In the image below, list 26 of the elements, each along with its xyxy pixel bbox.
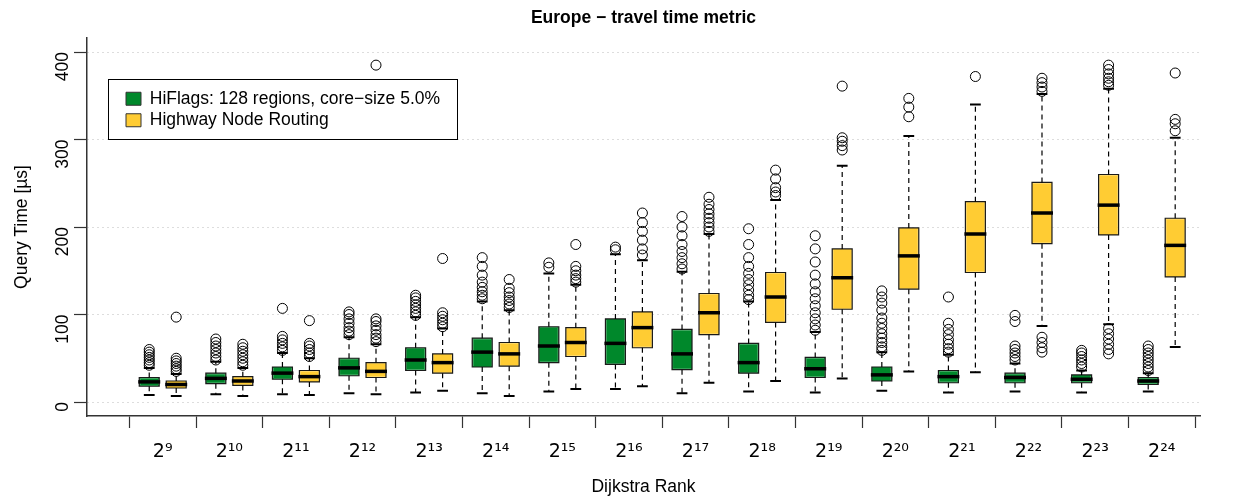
y-tick-label: 200 [51, 226, 72, 257]
x-tick-label: 2¹³ [415, 439, 443, 462]
x-tick-label: 2¹⁷ [681, 439, 710, 462]
y-tick-label: 100 [51, 314, 72, 344]
legend-label: HiFlags: 128 regions, core−size 5.0% [149, 87, 441, 108]
x-tick-label: 2¹⁶ [615, 439, 643, 462]
x-tick-label: 2¹¹ [282, 439, 310, 462]
x-tick-label: 2⁹ [152, 439, 173, 462]
x-tick-label: 2¹⁴ [482, 439, 510, 462]
y-tick-label: 400 [51, 51, 72, 82]
x-tick-label: 2²³ [1081, 439, 1109, 462]
x-tick-label: 2²⁴ [1148, 439, 1176, 462]
x-tick-label: 2¹² [348, 439, 377, 462]
y-tick-label: 0 [51, 401, 72, 412]
x-tick-label: 2¹⁰ [215, 439, 243, 462]
x-tick-label: 2²¹ [948, 439, 976, 462]
x-tick-label: 2¹⁸ [748, 439, 776, 462]
x-tick-label: 2¹⁵ [548, 439, 576, 462]
x-tick-label: 2²² [1014, 439, 1043, 462]
y-tick-label: 300 [51, 139, 72, 169]
x-tick-label: 2²⁰ [881, 439, 909, 462]
x-tick-label: 2¹⁹ [815, 439, 843, 462]
legend-label: Highway Node Routing [149, 109, 329, 130]
chart-title: Europe − travel time metric [530, 6, 757, 27]
y-axis-title: Query Time [µs] [11, 165, 32, 289]
x-axis-title: Dijkstra Rank [591, 476, 696, 497]
